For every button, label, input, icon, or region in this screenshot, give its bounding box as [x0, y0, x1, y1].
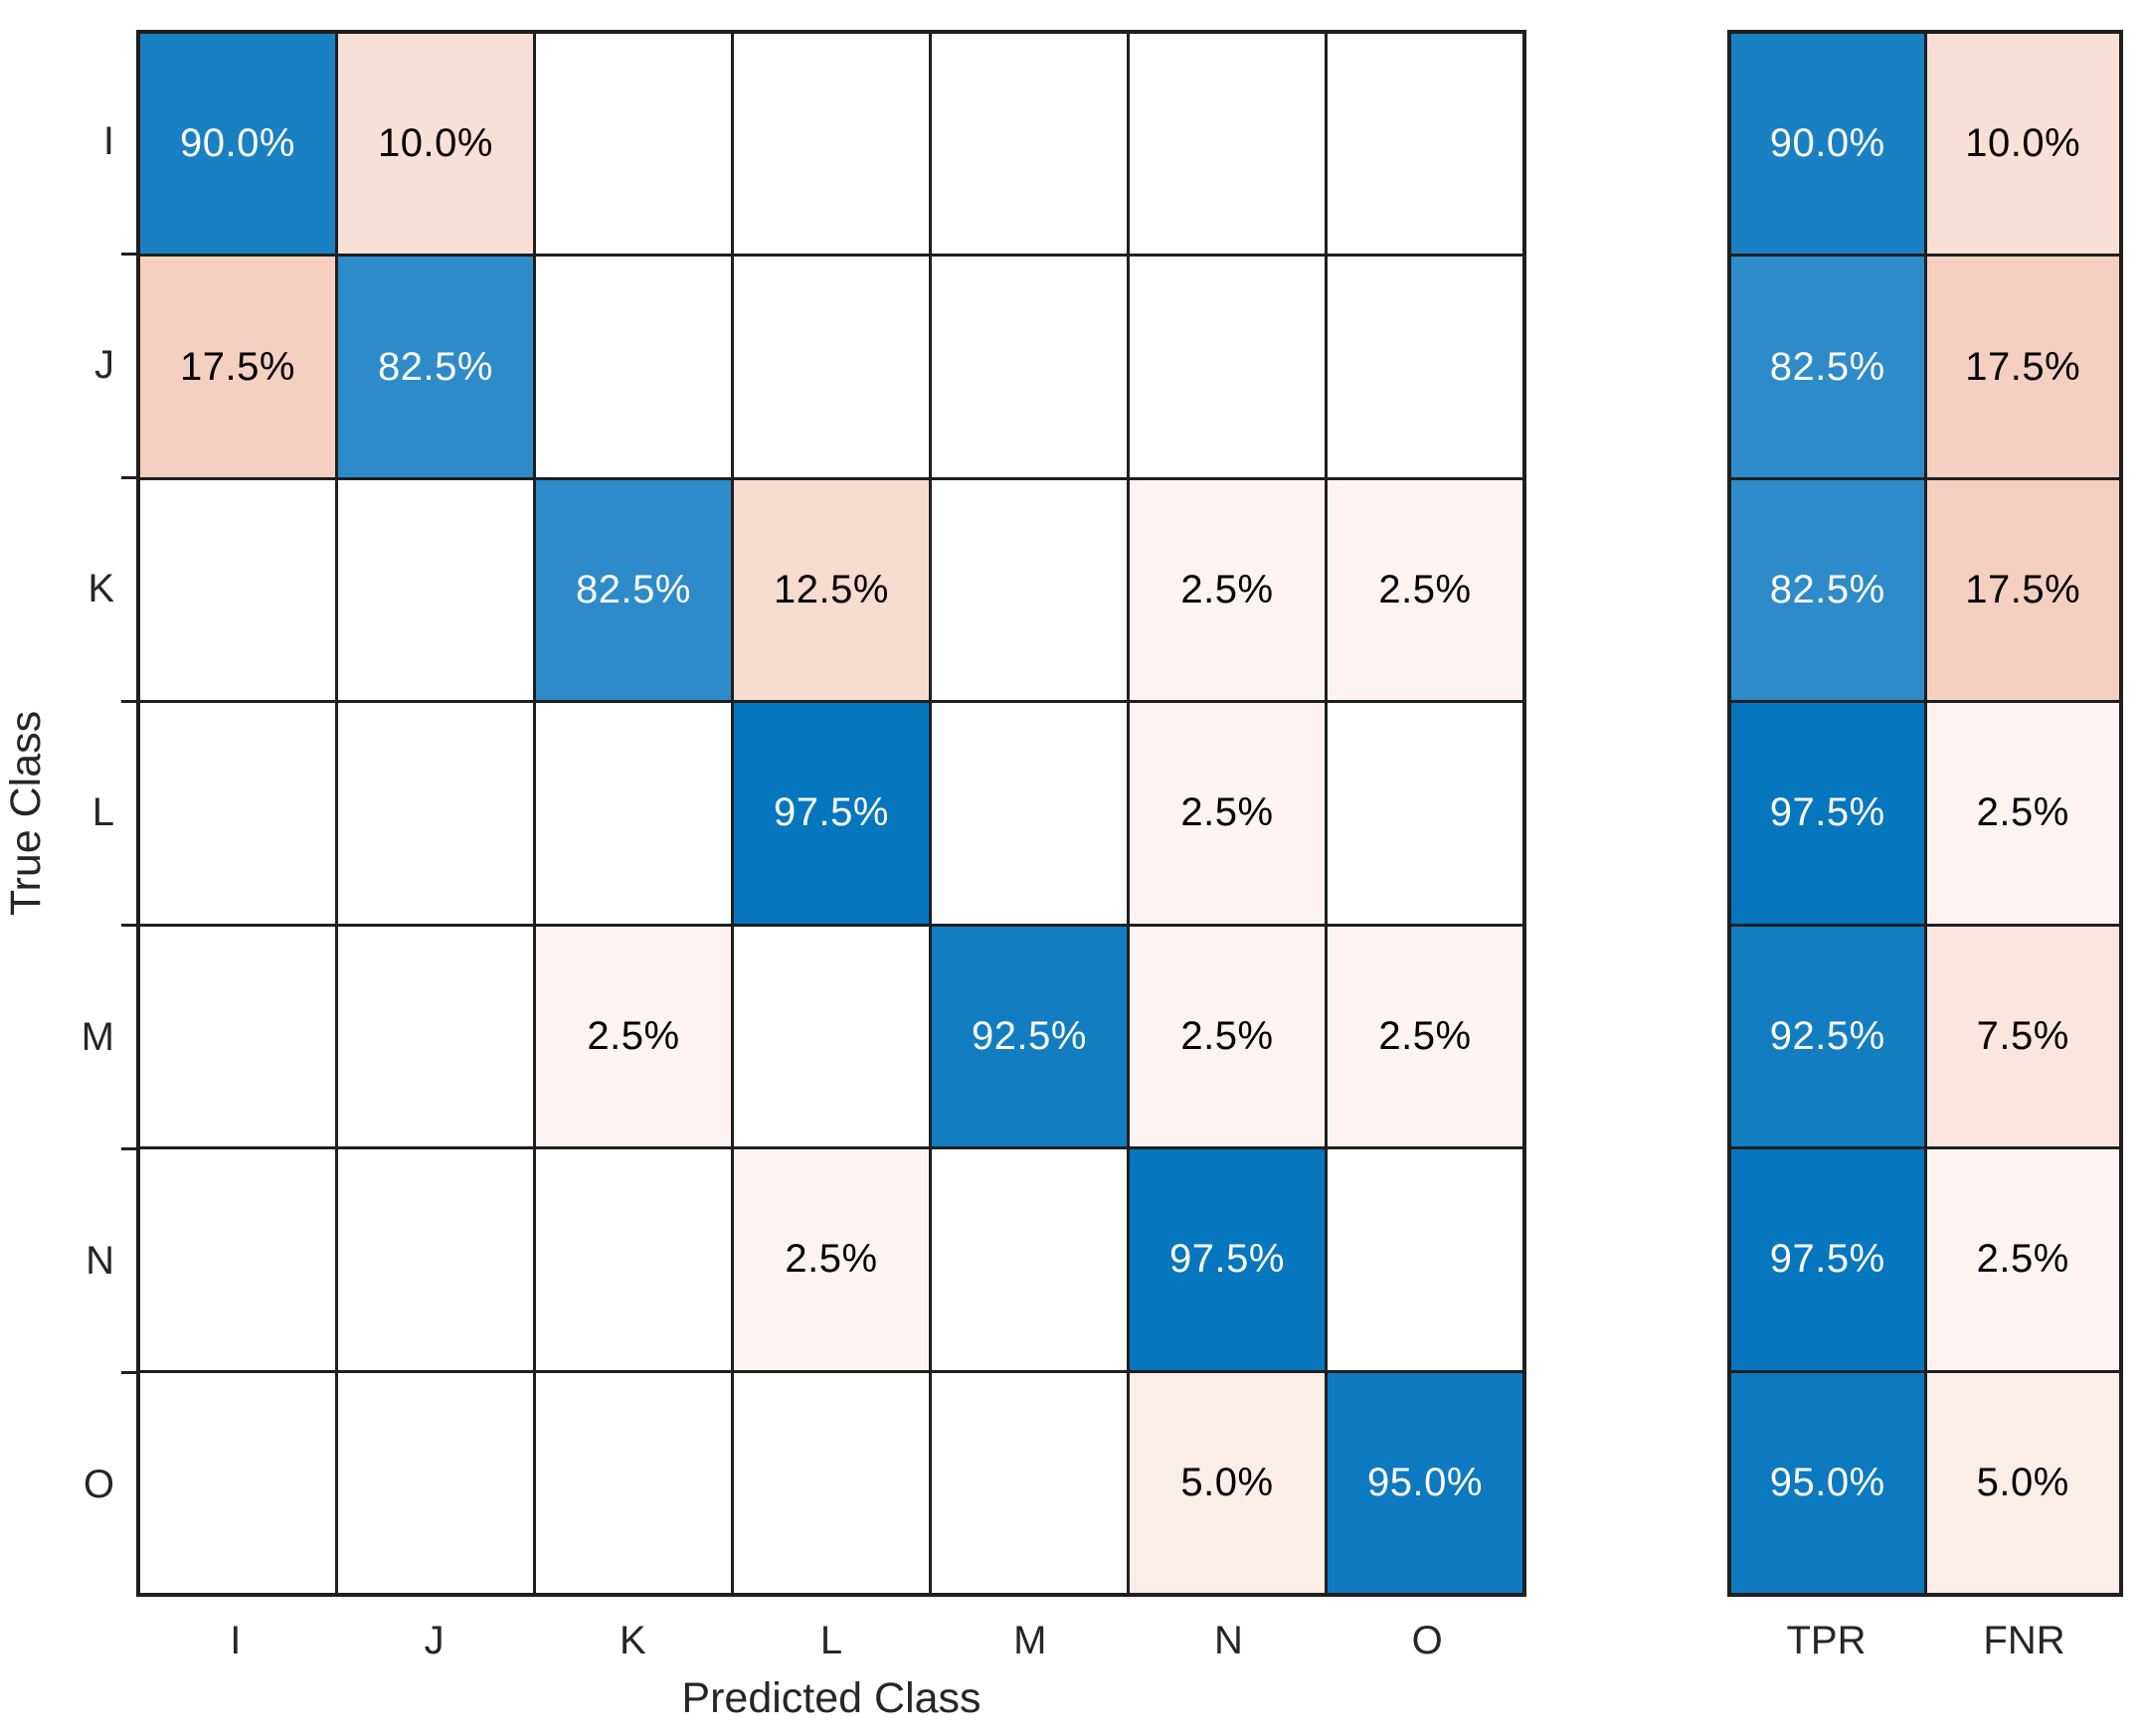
- matrix-cell: [1328, 703, 1522, 924]
- matrix-cell: 2.5%: [1130, 479, 1325, 701]
- y-axis-tick: [121, 1371, 136, 1375]
- matrix-cell: [536, 703, 731, 924]
- summary-cell-tpr: 97.5%: [1731, 703, 1924, 924]
- y-tick-label: N: [86, 1238, 114, 1283]
- summary-cell-fnr: 2.5%: [1926, 703, 2119, 924]
- matrix-cell: [536, 1372, 731, 1593]
- matrix-cell: 12.5%: [734, 479, 929, 701]
- matrix-cell: [932, 34, 1127, 255]
- y-axis-tick: [121, 699, 136, 703]
- matrix-cell: [1130, 257, 1325, 477]
- y-axis-tick: [121, 475, 136, 479]
- matrix-cell: [338, 926, 533, 1147]
- matrix-cell: [1328, 34, 1522, 255]
- matrix-cell: [536, 1149, 731, 1370]
- matrix-cell-diagonal: 82.5%: [536, 479, 731, 701]
- matrix-cell: [1328, 1149, 1522, 1370]
- matrix-cell: [932, 257, 1127, 477]
- y-tick-label: L: [91, 790, 114, 835]
- matrix-cell-diagonal: 97.5%: [734, 703, 929, 924]
- matrix-cell: [536, 34, 731, 255]
- y-tick-label: M: [81, 1014, 114, 1059]
- matrix-cell: 17.5%: [140, 257, 335, 477]
- summary-column-labels: TPR FNR: [1727, 1613, 2123, 1668]
- matrix-cell: 2.5%: [1328, 479, 1522, 701]
- y-axis-tick: [121, 252, 136, 256]
- matrix-cell-diagonal: 82.5%: [338, 257, 533, 477]
- matrix-cell: [140, 1149, 335, 1370]
- matrix-cell: [734, 34, 929, 255]
- matrix-cell: [932, 1372, 1127, 1593]
- x-tick-label: K: [619, 1618, 646, 1662]
- summary-cell-fnr: 5.0%: [1926, 1372, 2119, 1593]
- matrix-cell-diagonal: 92.5%: [932, 926, 1127, 1147]
- confusion-matrix-grid: 90.0% 10.0% 17.5% 82.5% 82.5% 12.5% 2.5% 2.5% 97…: [136, 30, 1526, 1597]
- matrix-cell: [932, 1149, 1127, 1370]
- matrix-cell: [932, 703, 1127, 924]
- matrix-cell-diagonal: 95.0%: [1328, 1372, 1522, 1593]
- y-axis-tick: [121, 924, 136, 928]
- matrix-cell-diagonal: 90.0%: [140, 34, 335, 255]
- summary-cell-tpr: 82.5%: [1731, 257, 1924, 477]
- summary-cell-fnr: 2.5%: [1926, 1149, 2119, 1370]
- x-tick-labels: I J K L M N O: [136, 1613, 1526, 1668]
- matrix-cell: [140, 703, 335, 924]
- matrix-cell: 2.5%: [1130, 926, 1325, 1147]
- summary-cell-tpr: 97.5%: [1731, 1149, 1924, 1370]
- y-tick-label: K: [88, 567, 114, 611]
- matrix-cell: 10.0%: [338, 34, 533, 255]
- matrix-cell: [536, 257, 731, 477]
- matrix-cell: [338, 1149, 533, 1370]
- summary-cell-fnr: 7.5%: [1926, 926, 2119, 1147]
- matrix-cell: [338, 703, 533, 924]
- fnr-column-label: FNR: [1983, 1618, 2065, 1662]
- x-tick-label: L: [819, 1618, 843, 1662]
- matrix-cell: [1328, 257, 1522, 477]
- x-tick-label: J: [424, 1618, 445, 1662]
- matrix-cell: [338, 479, 533, 701]
- matrix-cell: [734, 1372, 929, 1593]
- matrix-cell: 5.0%: [1130, 1372, 1325, 1593]
- matrix-cell: 2.5%: [734, 1149, 929, 1370]
- matrix-cell: 2.5%: [1130, 703, 1325, 924]
- summary-cell-fnr: 17.5%: [1926, 257, 2119, 477]
- x-axis-title: Predicted Class: [681, 1674, 981, 1722]
- matrix-cell: [140, 926, 335, 1147]
- x-tick-label: M: [1013, 1618, 1047, 1662]
- row-summary-grid: 90.0% 10.0% 82.5% 17.5% 82.5% 17.5% 97.5% 2.5% 9…: [1727, 30, 2123, 1597]
- x-tick-label: I: [230, 1618, 242, 1662]
- summary-cell-tpr: 92.5%: [1731, 926, 1924, 1147]
- matrix-cell: [140, 479, 335, 701]
- summary-cell-fnr: 10.0%: [1926, 34, 2119, 255]
- y-tick-label: I: [102, 119, 114, 164]
- tpr-column-label: TPR: [1786, 1618, 1867, 1662]
- matrix-cell: [932, 479, 1127, 701]
- matrix-cell: [734, 926, 929, 1147]
- matrix-cell: [734, 257, 929, 477]
- matrix-cell: 2.5%: [536, 926, 731, 1147]
- matrix-cell: [140, 1372, 335, 1593]
- y-axis-tick: [121, 1147, 136, 1151]
- summary-cell-tpr: 90.0%: [1731, 34, 1924, 255]
- matrix-cell: 2.5%: [1328, 926, 1522, 1147]
- y-tick-label: J: [94, 343, 114, 388]
- x-tick-label: O: [1411, 1618, 1443, 1662]
- summary-cell-fnr: 17.5%: [1926, 479, 2119, 701]
- summary-cell-tpr: 82.5%: [1731, 479, 1924, 701]
- summary-cell-tpr: 95.0%: [1731, 1372, 1924, 1593]
- matrix-cell: [338, 1372, 533, 1593]
- matrix-cell: [1130, 34, 1325, 255]
- y-tick-label: O: [83, 1462, 114, 1506]
- x-tick-label: N: [1214, 1618, 1243, 1662]
- y-tick-labels: I J K L M N O: [0, 30, 118, 1597]
- matrix-cell-diagonal: 97.5%: [1130, 1149, 1325, 1370]
